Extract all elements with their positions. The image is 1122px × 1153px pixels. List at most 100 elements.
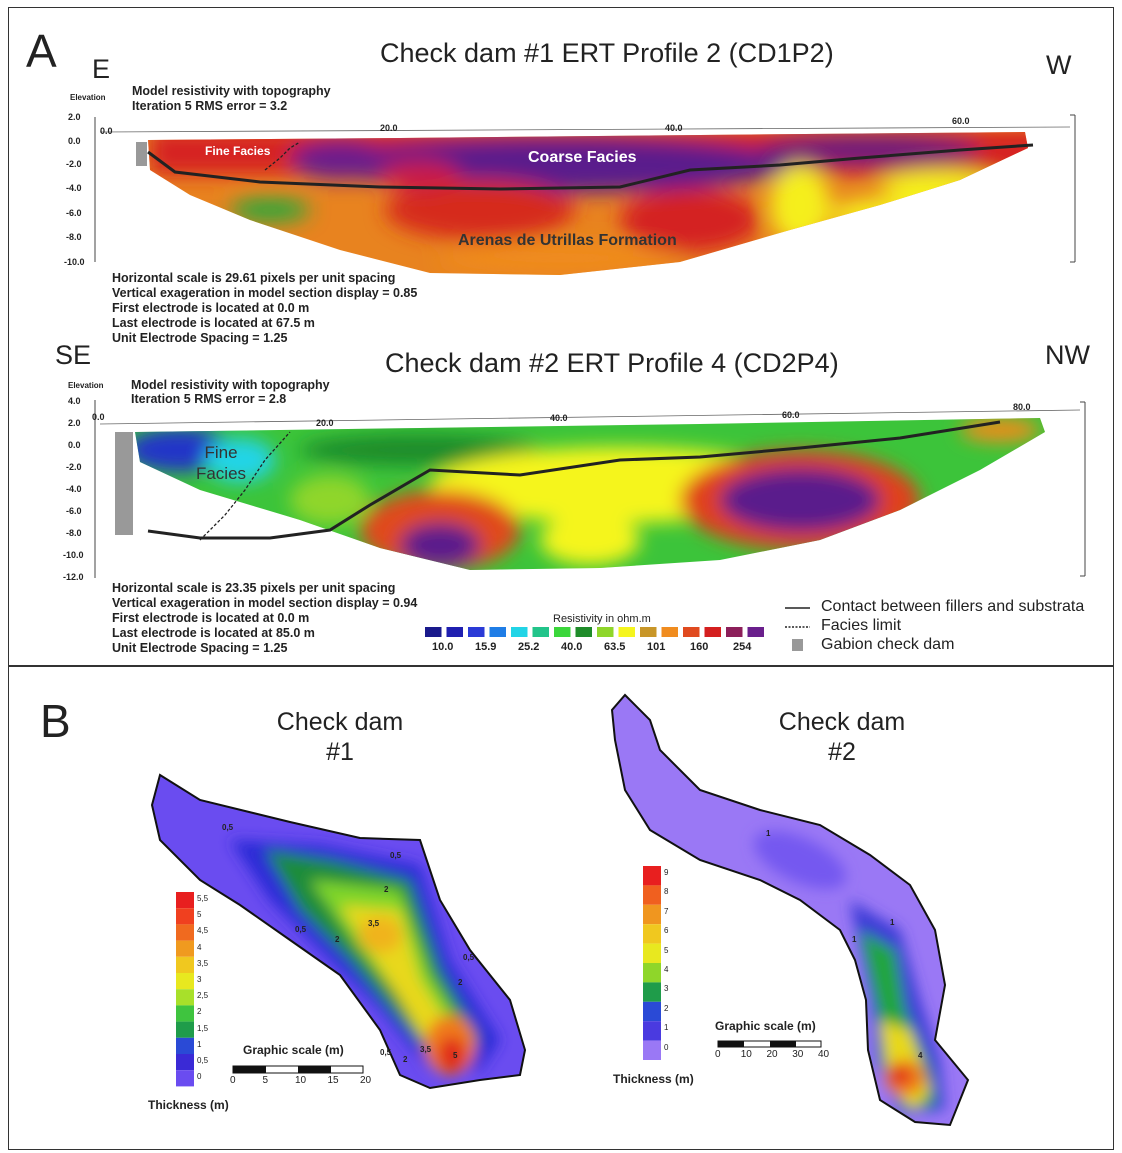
resistivity-swatch — [446, 627, 463, 637]
resistivity-swatch — [683, 627, 700, 637]
dam1-title-line2: #1 — [326, 738, 354, 766]
graphic-scale-tick: 0 — [230, 1075, 236, 1086]
resistivity-scale-label: 63.5 — [604, 641, 626, 653]
profile1-x-tick: 60.0 — [952, 116, 970, 126]
thickness-swatch — [176, 924, 194, 941]
thickness-scale-label: 4,5 — [197, 926, 209, 936]
thickness-swatch — [643, 904, 661, 925]
graphic-scale-tick: 20 — [360, 1075, 372, 1086]
dam1-contour-label: 2 — [335, 935, 340, 944]
profile2-contact-line — [147, 420, 1001, 540]
thickness-swatch — [176, 973, 194, 990]
dam2-title: Check dam #2 — [774, 707, 910, 767]
dam2-contour-labels: 1 1 1 4 — [766, 829, 923, 1060]
profile1-y-tick: -6.0 — [66, 208, 82, 218]
resistivity-scale-label: 101 — [647, 641, 666, 653]
profile1-y-tick: -4.0 — [66, 183, 82, 193]
resistivity-scale-label: 25.2 — [518, 641, 540, 653]
thickness-swatch — [176, 1021, 194, 1038]
dam1-contour-label: 3,5 — [420, 1045, 432, 1054]
thickness-scale-label: 4 — [197, 942, 202, 952]
dam2-graphic-scale — [717, 1040, 822, 1048]
profile1-dir-left: E — [92, 54, 111, 84]
profile2-info-line: Vertical exageration in model section di… — [112, 596, 418, 610]
thickness-scale-label: 9 — [664, 868, 669, 877]
graphic-scale-tick: 20 — [766, 1049, 778, 1060]
thickness-swatch — [176, 892, 194, 909]
thickness-scale-label: 3 — [197, 975, 202, 984]
thickness-swatch — [643, 1001, 661, 1022]
profile2-info-line: Last electrode is located at 85.0 m — [112, 626, 315, 640]
resistivity-scale-label: 254 — [733, 641, 752, 653]
profile1-dir-right: W — [1046, 50, 1072, 80]
profile2-facies-limit — [199, 431, 291, 541]
thickness-scale-label: 5,5 — [197, 894, 209, 903]
thickness-scale-label: 1,5 — [197, 1023, 209, 1033]
profile1-info-line: Last electrode is located at 67.5 m — [112, 316, 315, 330]
profile2-y-tick: -12.0 — [63, 572, 84, 582]
dam1-contour-label: 2 — [403, 1055, 408, 1064]
resistivity-swatch — [640, 627, 657, 637]
thickness-scale-label: 5 — [664, 945, 669, 955]
profile1-info-line: Horizontal scale is 29.61 pixels per uni… — [112, 271, 396, 285]
profile2-model-line1: Model resistivity with topography — [131, 378, 330, 392]
resistivity-swatch — [554, 627, 571, 637]
resistivity-swatch — [618, 627, 635, 637]
thickness-scale-label: 6 — [664, 926, 669, 936]
thickness-swatch — [176, 1037, 194, 1054]
panel-b — [8, 666, 1114, 1150]
dam2-contour-label: 1 — [766, 829, 771, 838]
thickness-swatch — [176, 1070, 194, 1087]
profile1-info-line: Vertical exageration in model section di… — [112, 286, 418, 300]
profile2-fine-label-line1: Fine — [204, 443, 238, 462]
profile2-fine-label-line2: Facies — [195, 464, 247, 483]
panel-a — [8, 7, 1114, 666]
dam1-contour-label: 0,5 — [295, 925, 307, 934]
resistivity-swatch — [511, 627, 528, 637]
resistivity-scale-label: 10.0 — [432, 641, 454, 653]
legend-contact-label: Contact between fillers and substrata — [821, 598, 1085, 615]
profile2-resistivity-field — [135, 418, 1045, 570]
resistivity-swatch — [747, 627, 764, 637]
graphic-scale-tick: 15 — [327, 1075, 339, 1086]
dam1-contour-label: 2 — [384, 885, 389, 894]
resistivity-swatch — [704, 627, 721, 637]
resistivity-swatch — [597, 627, 614, 637]
thickness-scale-label: 3,5 — [197, 958, 209, 968]
profile1-model-line2: Iteration 5 RMS error = 3.2 — [132, 99, 288, 113]
dam1-thickness-color-bar — [176, 892, 194, 1087]
profile1-y-tick: -2.0 — [66, 159, 82, 169]
dam1-graphic-scale-title: Graphic scale (m) — [243, 1043, 344, 1057]
thickness-scale-label: 0,5 — [197, 1056, 209, 1065]
profile2-info-line: Horizontal scale is 23.35 pixels per uni… — [112, 581, 396, 595]
thickness-scale-label: 3 — [664, 984, 669, 994]
thickness-swatch — [643, 943, 661, 963]
legend-facies-label: Facies limit — [821, 617, 902, 634]
thickness-scale-label: 4 — [664, 965, 669, 974]
profile2-x-tick: 20.0 — [316, 418, 334, 428]
profile2-y-tick: -10.0 — [63, 550, 84, 560]
thickness-swatch — [176, 908, 194, 925]
profile1-y-tick: -10.0 — [64, 257, 85, 267]
profile1-coarse-facies-label: Coarse Facies — [528, 149, 637, 166]
resistivity-swatch — [575, 627, 592, 637]
dam1-contour-label: 2 — [458, 978, 463, 987]
dam1-contour-label: 0,5 — [463, 953, 475, 962]
profile2-x-tick: 0.0 — [92, 412, 105, 422]
profile1-x-tick: 0.0 — [100, 126, 113, 136]
dam1-title-line1: Check dam — [276, 708, 404, 736]
resistivity-swatch — [532, 627, 549, 637]
resistivity-swatch — [726, 627, 743, 637]
profile1-title: Check dam #1 ERT Profile 2 (CD1P2) — [380, 38, 834, 68]
profile2-gabion-icon — [115, 432, 133, 535]
profile2-fine-facies-label: Fine Facies — [192, 442, 250, 484]
profile1-y-tick: 0.0 — [68, 136, 81, 146]
profile1-formation-label: Arenas de Utrillas Formation — [458, 232, 677, 249]
graphic-scale-tick: 0 — [715, 1049, 721, 1060]
thickness-swatch — [643, 885, 661, 905]
thickness-scale-label: 7 — [664, 906, 669, 916]
profile2-dir-right: NW — [1045, 340, 1090, 370]
resistivity-scale-label: 15.9 — [475, 641, 497, 653]
dam1-title: Check dam #1 — [272, 707, 408, 767]
panel-b-letter: B — [40, 695, 71, 747]
